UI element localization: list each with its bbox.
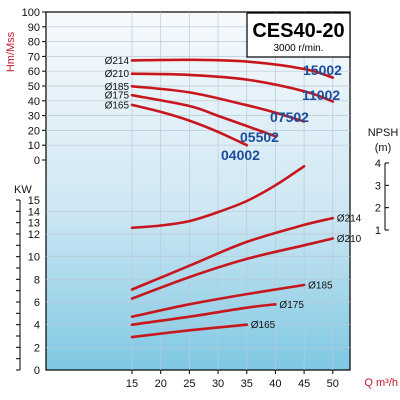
- chart-subtitle: 3000 r/min.: [273, 43, 323, 54]
- power-curve-label: Ø214: [337, 214, 362, 225]
- head-tick-label: 20: [28, 125, 40, 137]
- power-tick-label: 10: [28, 252, 40, 264]
- head-tick-label: 60: [28, 66, 40, 78]
- power-curve: [130, 323, 249, 339]
- x-tick-label: 15: [126, 378, 138, 390]
- head-tick-label: 30: [28, 111, 40, 123]
- head-tick-label: 40: [28, 96, 40, 108]
- x-tick-label: 30: [212, 378, 224, 390]
- head-curve-label: Ø214: [105, 56, 130, 67]
- power-tick-label: 6: [34, 297, 40, 309]
- npsh-axis-title: NPSH: [368, 127, 399, 139]
- power-axis-title: KW: [14, 184, 32, 196]
- x-tick-label: 50: [327, 378, 339, 390]
- power-tick-label: 4: [34, 320, 40, 332]
- head-curve: [130, 58, 335, 79]
- power-tick-label: 0: [34, 365, 40, 377]
- head-tick-label: 50: [28, 81, 40, 93]
- head-curve: [130, 72, 335, 103]
- power-curve-label: Ø175: [279, 300, 304, 311]
- plot-area: [45, 11, 351, 371]
- head-curve: [130, 103, 249, 147]
- x-tick-label: 35: [241, 378, 253, 390]
- x-tick-label: 40: [269, 378, 281, 390]
- x-tick-label: 45: [298, 378, 310, 390]
- head-curve-label: Ø175: [105, 91, 130, 102]
- model-label: 11002: [302, 87, 340, 103]
- curves: [130, 58, 335, 339]
- power-curve-label: Ø210: [337, 234, 362, 245]
- head-curve: [130, 85, 306, 123]
- head-curve: [130, 93, 277, 138]
- npsh-curve: [130, 165, 306, 230]
- model-label: 05502: [240, 129, 279, 145]
- npsh-tick-label: 1: [375, 225, 381, 237]
- head-axis-title: Hm/Mss: [5, 31, 17, 72]
- power-curve: [130, 303, 277, 326]
- head-curve-label: Ø165: [105, 100, 130, 111]
- power-tick-label: 13: [28, 218, 40, 230]
- head-tick-label: 80: [28, 37, 40, 49]
- head-tick-label: 90: [28, 22, 40, 34]
- power-tick-label: 14: [28, 206, 40, 218]
- chart-title: CES40-20: [252, 20, 344, 42]
- head-curve-label: Ø210: [105, 69, 130, 80]
- model-label: 07502: [270, 109, 309, 125]
- power-curve-label: Ø185: [308, 281, 333, 292]
- power-tick-label: 2: [34, 342, 40, 354]
- power-tick-label: 8: [34, 274, 40, 286]
- model-label: 15002: [303, 62, 342, 78]
- grid: [46, 12, 350, 370]
- x-axis-title: Q m³/h: [364, 377, 398, 389]
- npsh-tick-label: 2: [375, 203, 381, 215]
- x-tick-label: 25: [183, 378, 195, 390]
- head-tick-label: 0: [34, 155, 40, 167]
- head-tick-label: 10: [28, 140, 40, 152]
- head-curve-label: Ø185: [105, 82, 130, 93]
- npsh-tick-label: 4: [375, 158, 381, 170]
- axes: 0102030405060708090100Hm/Mss024681012131…: [5, 7, 398, 390]
- power-curve: [130, 237, 335, 300]
- npsh-axis-unit: (m): [375, 142, 392, 154]
- head-tick-label: 70: [28, 51, 40, 63]
- x-tick-label: 20: [155, 378, 167, 390]
- npsh-tick-label: 3: [375, 180, 381, 192]
- power-curve: [130, 216, 335, 291]
- labels: Ø214 15002 Ø210 11002 Ø185 07502 Ø175 05502 Ø165…: [105, 56, 362, 331]
- head-tick-label: 100: [22, 7, 40, 19]
- power-curve-label: Ø165: [251, 320, 276, 331]
- power-curve: [130, 283, 306, 318]
- model-label: 04002: [221, 147, 260, 163]
- title-box: [246, 12, 351, 58]
- power-tick-label: 15: [28, 195, 40, 207]
- power-tick-label: 12: [28, 229, 40, 241]
